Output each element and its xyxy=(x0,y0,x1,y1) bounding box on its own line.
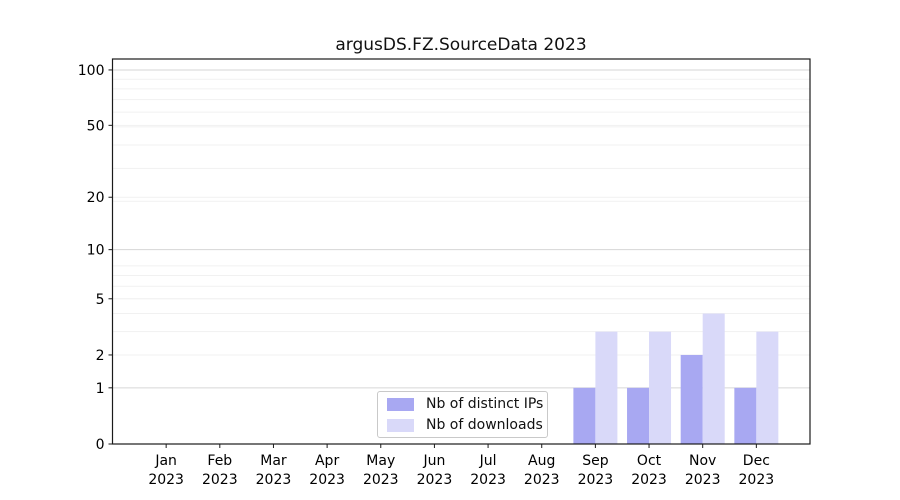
bar-distinct-ips-sep xyxy=(573,387,596,444)
legend-label: Nb of downloads xyxy=(426,417,543,433)
bar-downloads-sep xyxy=(595,331,618,444)
x-tick-label-year-dec: 2023 xyxy=(739,472,775,488)
x-tick-label-month-dec: Dec xyxy=(743,453,770,469)
x-tick-label-year-sep: 2023 xyxy=(578,472,614,488)
x-tick-label-month-apr: Apr xyxy=(315,453,339,469)
bar-distinct-ips-nov xyxy=(680,354,703,444)
legend: Nb of distinct IPs Nb of downloads xyxy=(377,391,548,438)
y-tick-label-50: 50 xyxy=(87,118,105,134)
y-tick-label-1: 1 xyxy=(96,381,105,397)
legend-item: Nb of distinct IPs xyxy=(387,396,547,412)
x-tick-label-month-oct: Oct xyxy=(637,453,662,469)
x-tick-label-year-may: 2023 xyxy=(363,472,399,488)
legend-item: Nb of downloads xyxy=(387,417,547,433)
x-tick-label-month-feb: Feb xyxy=(207,453,232,469)
y-tick-label-100: 100 xyxy=(78,63,105,79)
x-tick-label-year-oct: 2023 xyxy=(631,472,667,488)
legend-swatch-downloads xyxy=(387,418,414,432)
x-tick-label-month-aug: Aug xyxy=(528,453,555,469)
y-tick-label-2: 2 xyxy=(96,348,105,364)
axes-spines xyxy=(111,58,811,445)
legend-swatch-distinct-ips xyxy=(387,397,414,411)
x-tick-label-month-mar: Mar xyxy=(260,453,287,469)
x-tick-label-year-apr: 2023 xyxy=(309,472,345,488)
bar-downloads-dec xyxy=(756,331,779,444)
legend-label: Nb of distinct IPs xyxy=(426,396,544,412)
x-tick-label-month-sep: Sep xyxy=(582,453,609,469)
x-tick-label-year-jul: 2023 xyxy=(470,472,506,488)
x-tick-label-month-jul: Jul xyxy=(479,453,497,469)
y-tick-label-10: 10 xyxy=(87,243,105,259)
x-tick-label-year-jun: 2023 xyxy=(417,472,453,488)
x-tick-label-year-feb: 2023 xyxy=(202,472,238,488)
x-tick-label-month-jun: Jun xyxy=(422,453,445,469)
y-tick-label-0: 0 xyxy=(96,437,105,453)
x-tick-label-year-nov: 2023 xyxy=(685,472,721,488)
bar-distinct-ips-dec xyxy=(734,387,757,444)
x-tick-label-year-aug: 2023 xyxy=(524,472,560,488)
x-tick-label-month-nov: Nov xyxy=(689,453,716,469)
y-tick-label-20: 20 xyxy=(87,190,105,206)
bar-downloads-nov xyxy=(702,313,725,444)
y-tick-label-5: 5 xyxy=(96,292,105,308)
x-tick-label-year-jan: 2023 xyxy=(148,472,184,488)
chart-title: argusDS.FZ.SourceData 2023 xyxy=(335,35,587,55)
x-tick-label-month-jan: Jan xyxy=(154,453,177,469)
x-tick-label-year-mar: 2023 xyxy=(256,472,292,488)
bar-distinct-ips-oct xyxy=(627,387,650,444)
bar-downloads-oct xyxy=(649,331,672,444)
x-tick-label-month-may: May xyxy=(366,453,395,469)
